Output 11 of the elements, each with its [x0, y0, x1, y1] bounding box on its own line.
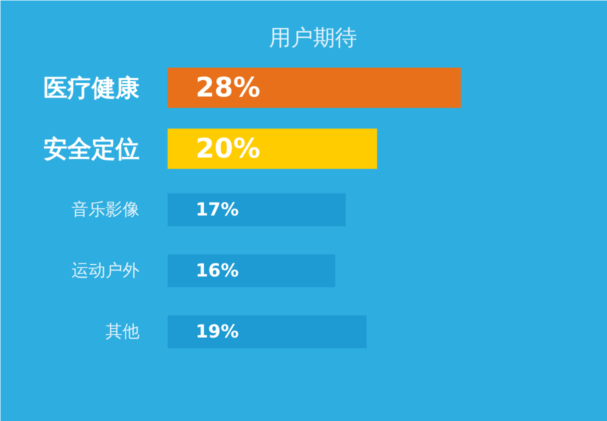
y-tick-label: 安全定位 — [44, 134, 140, 163]
data-label: 17% — [196, 199, 239, 220]
chart-title: 用户期待 — [268, 26, 357, 51]
data-label: 19% — [196, 321, 239, 342]
data-label: 16% — [196, 260, 239, 282]
y-tick-label: 运动户外 — [72, 260, 140, 281]
data-label: 20% — [196, 133, 260, 164]
y-tick-label: 医疗健康 — [44, 74, 140, 102]
y-tick-label: 其他 — [106, 322, 140, 342]
y-tick-label: 音乐影像 — [72, 200, 140, 220]
data-label: 28% — [196, 72, 260, 104]
